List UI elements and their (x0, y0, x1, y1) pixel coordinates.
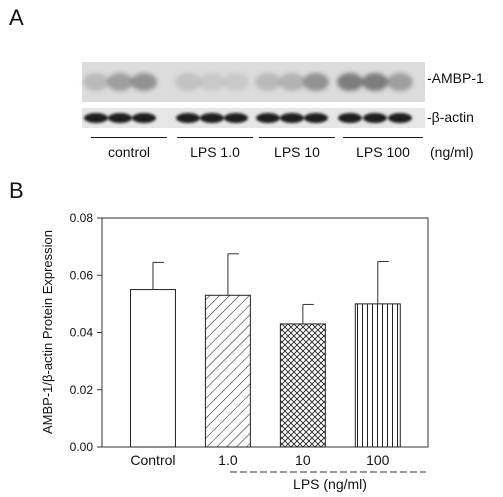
ambp-band (337, 73, 363, 91)
ambp-band (223, 73, 249, 91)
lane-line-lps100 (343, 137, 423, 138)
actin-band (84, 113, 108, 123)
panel-b-letter: B (9, 178, 24, 203)
actin-band (363, 113, 387, 123)
x-category-label: 10 (295, 452, 311, 468)
lane-line-control (91, 137, 167, 138)
bars (129, 289, 401, 448)
actin-bands (84, 113, 412, 123)
actin-band (200, 113, 224, 123)
actin-band (280, 113, 304, 123)
x-category-labels: Control 1.0 10 100 (130, 452, 389, 468)
lane-line-lps10 (259, 137, 335, 138)
y-tick-label: 0.04 (70, 326, 94, 340)
y-axis-title: AMBP-1/β-actin Protein Expression (40, 230, 55, 434)
x-axis-title: LPS (ng/ml) (293, 476, 367, 492)
bar (129, 289, 176, 448)
actin-band (108, 113, 132, 123)
lane-label-lps10: LPS 10 (274, 144, 320, 160)
x-category-label: 1.0 (218, 452, 238, 468)
unit-label: (ng/ml) (430, 144, 474, 160)
y-axis: 0.00 0.02 0.04 0.06 0.08 (70, 211, 102, 454)
actin-label: -β-actin (427, 109, 474, 125)
ambp-band (387, 73, 413, 91)
actin-band (256, 113, 280, 123)
y-tick-label: 0.06 (70, 268, 94, 282)
ambp-band (83, 73, 109, 91)
actin-band (388, 113, 412, 123)
ambp-band (199, 73, 225, 91)
actin-band (176, 113, 200, 123)
ambp-band (107, 73, 133, 91)
actin-blot-strip (82, 108, 425, 128)
y-tick-label: 0.02 (70, 383, 94, 397)
bar (204, 294, 251, 448)
ambp-bands (83, 73, 413, 91)
y-tick-label: 0.08 (70, 211, 94, 225)
ambp-band (175, 73, 201, 91)
actin-band (338, 113, 362, 123)
x-category-label: 100 (366, 452, 390, 468)
actin-band (132, 113, 156, 123)
ambp-band (131, 73, 157, 91)
lane-label-control: control (107, 144, 151, 160)
bar (354, 303, 401, 448)
ambp-band (362, 73, 388, 91)
lane-label-lps100: LPS 100 (356, 144, 410, 160)
error-bars (152, 253, 389, 324)
actin-band (224, 113, 248, 123)
ambp-label: -AMBP-1 (427, 70, 484, 86)
ambp-band (255, 73, 281, 91)
x-category-label: Control (130, 452, 175, 468)
lane-label-lps1: LPS 1.0 (190, 144, 240, 160)
lane-line-lps1 (177, 137, 253, 138)
y-tick-label: 0.00 (70, 440, 94, 454)
ambp-band (279, 73, 305, 91)
bar (279, 323, 326, 448)
panel-a-letter: A (9, 5, 24, 30)
actin-band (304, 113, 328, 123)
ambp-band (303, 73, 329, 91)
